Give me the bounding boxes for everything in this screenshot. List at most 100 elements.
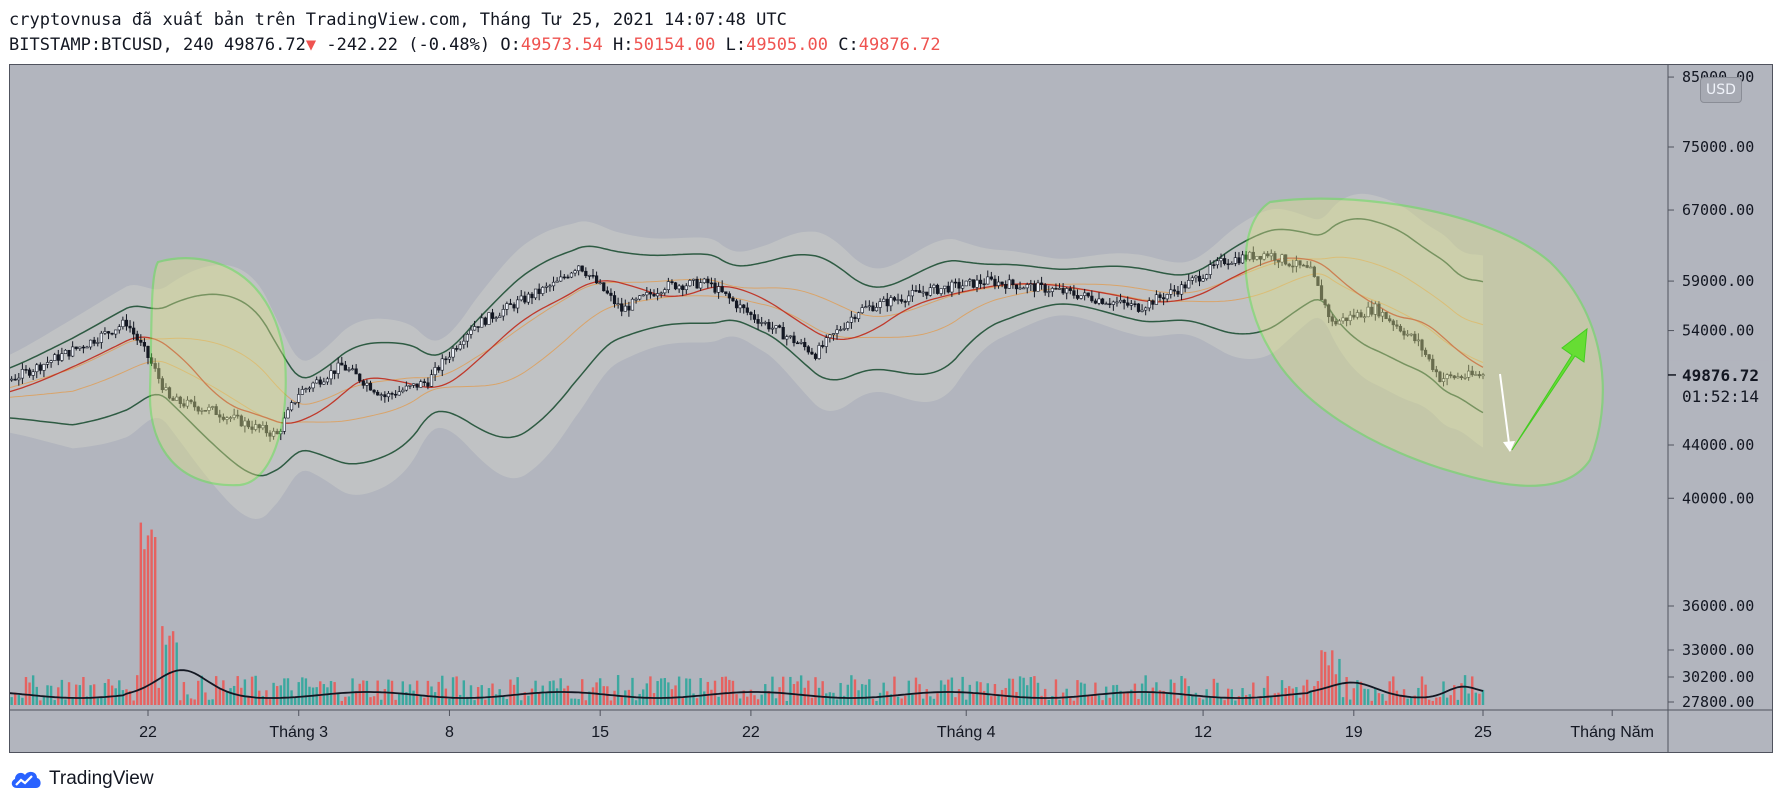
volume-bar — [807, 680, 810, 705]
volume-bar — [53, 700, 56, 705]
candle-body — [1248, 251, 1252, 260]
price-tick-label: 59000.00 — [1682, 272, 1754, 290]
volume-bar — [868, 679, 871, 705]
volume-bar — [620, 695, 623, 705]
candle-body — [903, 301, 907, 303]
candle-body — [440, 358, 444, 371]
candle-body — [939, 288, 943, 294]
candle-body — [1431, 358, 1435, 370]
volume-bar — [624, 690, 627, 705]
candle-body — [10, 378, 14, 381]
volume-bar — [319, 681, 322, 705]
candle-body — [537, 288, 541, 294]
candle-body — [917, 290, 922, 293]
volume-bar — [28, 682, 31, 705]
candle-body — [422, 381, 426, 384]
candle-body — [110, 332, 114, 335]
volume-bar — [778, 687, 781, 705]
candle-body — [1054, 288, 1058, 290]
candle-body — [1438, 371, 1442, 382]
candle-body — [1083, 292, 1087, 296]
candle-body — [1215, 260, 1220, 266]
candle-body — [673, 282, 678, 290]
volume-bar — [1291, 688, 1294, 705]
volume-bar — [484, 699, 487, 705]
volume-bar — [573, 698, 577, 705]
candle-body — [182, 403, 186, 407]
volume-bar — [1209, 696, 1212, 705]
volume-bar — [60, 679, 64, 705]
volume-bar — [354, 691, 358, 705]
symbol-label[interactable]: BITSTAMP:BTCUSD, 240 — [9, 35, 214, 55]
volume-bar — [649, 676, 652, 705]
volume-bar — [799, 675, 803, 705]
candle-body — [1258, 255, 1263, 260]
candle-body — [1362, 316, 1367, 319]
candle-body — [943, 285, 947, 289]
candle-body — [516, 299, 520, 309]
candle-body — [555, 280, 559, 283]
volume-bar — [272, 682, 275, 705]
volume-bar — [250, 676, 254, 705]
volume-bar — [254, 675, 257, 705]
volume-bar — [1370, 700, 1373, 705]
volume-bar — [1392, 676, 1395, 705]
candle-body — [699, 282, 703, 289]
volume-bar — [1137, 699, 1140, 705]
volume-bar — [893, 676, 896, 705]
candle-body — [885, 298, 889, 307]
volume-bar — [1155, 682, 1158, 705]
last-price-box — [1669, 360, 1769, 405]
currency-badge[interactable]: USD — [1700, 77, 1742, 103]
candle-body — [78, 346, 82, 349]
candle-body — [343, 364, 347, 371]
candle-body — [1355, 312, 1359, 318]
volume-bar — [268, 699, 272, 705]
candle-body — [659, 292, 663, 295]
candle-body — [480, 317, 484, 328]
candle-body — [1294, 260, 1298, 267]
candle-body — [1151, 300, 1155, 305]
volume-bar — [304, 678, 308, 705]
volume-bar — [1453, 685, 1456, 705]
candle-body — [103, 331, 107, 334]
candle-body — [157, 368, 161, 379]
candle-body — [1133, 303, 1137, 306]
candle-body — [978, 279, 983, 285]
candle-body — [767, 322, 771, 330]
candle-body — [336, 362, 340, 374]
candle-body — [1018, 287, 1022, 290]
volume-bar — [1248, 694, 1251, 705]
volume-bar — [1399, 694, 1402, 705]
candle-body — [1359, 312, 1363, 318]
candle-body — [27, 369, 32, 376]
volume-bar — [1126, 692, 1129, 705]
candle-body — [358, 373, 362, 382]
volume-bar — [275, 686, 279, 705]
volume-bar — [92, 684, 96, 705]
volume-bar — [286, 678, 290, 705]
candle-body — [437, 367, 441, 371]
volume-bar — [821, 681, 824, 705]
volume-bar — [541, 685, 544, 705]
volume-bar — [1158, 690, 1162, 705]
volume-bar — [1478, 693, 1481, 705]
price-tick-label: 40000.00 — [1682, 489, 1754, 507]
candle-body — [17, 377, 21, 381]
candle-body — [831, 333, 836, 336]
volume-bar — [1241, 688, 1244, 705]
volume-bar — [853, 679, 857, 705]
volume-bar — [150, 529, 153, 705]
volume-bar — [921, 698, 925, 705]
volume-bar — [929, 696, 932, 705]
brand-logo[interactable]: TradingView — [9, 768, 154, 790]
candle-body — [986, 276, 990, 285]
price-tick-label: 30200.00 — [1682, 668, 1754, 686]
candle-body — [1108, 303, 1112, 306]
candle-body — [1467, 370, 1471, 378]
candle-body — [487, 312, 491, 325]
volume-bar — [1101, 700, 1104, 705]
volume-bar — [1026, 685, 1029, 705]
volume-bar — [157, 687, 160, 705]
